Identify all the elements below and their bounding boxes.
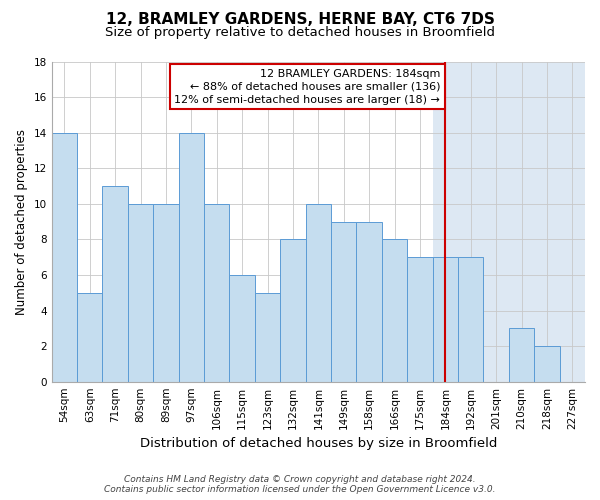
Bar [128, 204, 153, 382]
Bar [534, 346, 560, 382]
Text: 12, BRAMLEY GARDENS, HERNE BAY, CT6 7DS: 12, BRAMLEY GARDENS, HERNE BAY, CT6 7DS [106, 12, 494, 28]
Bar [331, 222, 356, 382]
Bar [204, 204, 229, 382]
Bar [229, 275, 255, 382]
Bar [305, 204, 331, 382]
Bar [509, 328, 534, 382]
Bar [153, 204, 179, 382]
Text: Size of property relative to detached houses in Broomfield: Size of property relative to detached ho… [105, 26, 495, 39]
Bar [433, 257, 458, 382]
Bar [458, 257, 484, 382]
Text: Contains HM Land Registry data © Crown copyright and database right 2024.
Contai: Contains HM Land Registry data © Crown c… [104, 474, 496, 494]
Text: 12 BRAMLEY GARDENS: 184sqm
← 88% of detached houses are smaller (136)
12% of sem: 12 BRAMLEY GARDENS: 184sqm ← 88% of deta… [175, 68, 440, 105]
Bar [356, 222, 382, 382]
Bar [280, 240, 305, 382]
Bar [433, 62, 585, 382]
Bar [52, 132, 77, 382]
Bar [382, 240, 407, 382]
Bar [103, 186, 128, 382]
Bar [255, 292, 280, 382]
Bar [407, 257, 433, 382]
Bar [179, 132, 204, 382]
X-axis label: Distribution of detached houses by size in Broomfield: Distribution of detached houses by size … [140, 437, 497, 450]
Bar [77, 292, 103, 382]
Y-axis label: Number of detached properties: Number of detached properties [15, 128, 28, 314]
